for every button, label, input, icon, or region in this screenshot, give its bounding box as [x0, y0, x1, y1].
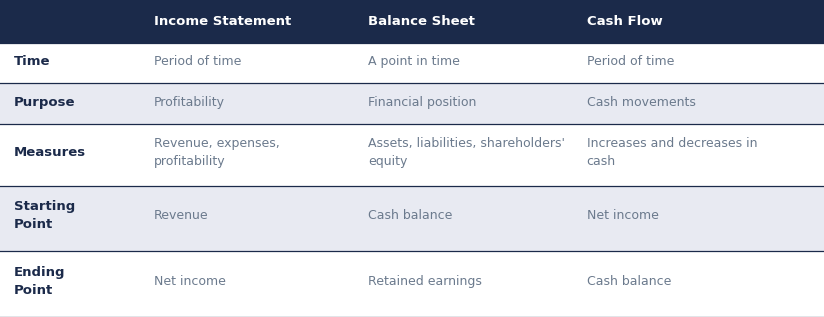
Text: Income Statement: Income Statement — [154, 15, 292, 28]
Text: Net income: Net income — [587, 210, 658, 223]
Text: Measures: Measures — [14, 146, 87, 159]
Text: A point in time: A point in time — [368, 55, 460, 68]
Text: Financial position: Financial position — [368, 95, 477, 108]
Text: Cash balance: Cash balance — [368, 210, 452, 223]
Text: Cash movements: Cash movements — [587, 95, 695, 108]
Text: Time: Time — [14, 55, 50, 68]
Text: Assets, liabilities, shareholders'
equity: Assets, liabilities, shareholders' equit… — [368, 137, 565, 168]
Bar — [0, 43, 824, 83]
Bar — [0, 0, 824, 43]
Text: Period of time: Period of time — [587, 55, 674, 68]
Text: Period of time: Period of time — [154, 55, 241, 68]
Text: Purpose: Purpose — [14, 95, 76, 108]
Bar — [0, 186, 824, 251]
Text: Revenue, expenses,
profitability: Revenue, expenses, profitability — [154, 137, 280, 168]
Text: Profitability: Profitability — [154, 95, 225, 108]
Text: Cash Flow: Cash Flow — [587, 15, 662, 28]
Bar — [0, 124, 824, 186]
Text: Cash balance: Cash balance — [587, 275, 671, 288]
Text: Starting
Point: Starting Point — [14, 200, 75, 231]
Text: Retained earnings: Retained earnings — [368, 275, 482, 288]
Bar — [0, 251, 824, 317]
Bar — [0, 83, 824, 124]
Text: Balance Sheet: Balance Sheet — [368, 15, 475, 28]
Text: Increases and decreases in
cash: Increases and decreases in cash — [587, 137, 757, 168]
Text: Revenue: Revenue — [154, 210, 208, 223]
Text: Net income: Net income — [154, 275, 226, 288]
Text: Ending
Point: Ending Point — [14, 266, 65, 297]
